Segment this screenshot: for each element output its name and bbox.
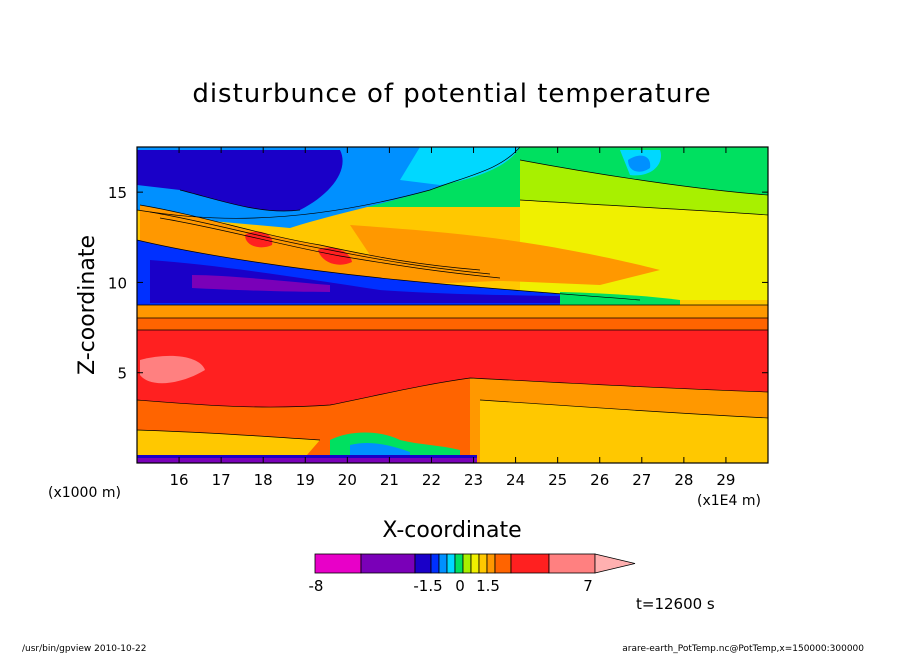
x-tick-label: 26 (590, 471, 609, 489)
colorbar-swatch (314, 553, 362, 574)
colorbar-label: -1.5 (413, 577, 442, 595)
x-tick-label: 20 (338, 471, 357, 489)
colorbar-swatch (430, 553, 440, 574)
chart-title: disturbunce of potential temperature (192, 79, 711, 109)
colorbar-swatch (454, 553, 464, 574)
region-upper-cyan (400, 147, 520, 185)
x-tick-label: 23 (464, 471, 483, 489)
colorbar-label: -8 (309, 577, 324, 595)
plot-area (137, 147, 768, 463)
colorbar-swatch (438, 553, 448, 574)
colorbar-swatch (548, 553, 596, 574)
footer-right: arare-earth_PotTemp.nc@PotTemp,x=150000:… (622, 644, 864, 654)
x-tick-label: 17 (212, 471, 231, 489)
x-tick-label: 21 (380, 471, 399, 489)
region-red-blob-2 (318, 247, 352, 265)
x-tick-label: 22 (422, 471, 441, 489)
region-red-blob-1 (245, 231, 273, 248)
colorbar-swatch (510, 553, 550, 574)
colorbar-label: 0 (455, 577, 465, 595)
colorbar-swatch (446, 553, 456, 574)
x-tick-label: 16 (170, 471, 189, 489)
y-tick-label: 15 (108, 184, 127, 202)
y-tick-label: 10 (108, 274, 127, 292)
x-tick-label: 24 (506, 471, 525, 489)
band-red-main (137, 330, 768, 408)
x-tick-label: 18 (254, 471, 273, 489)
colorbar-swatch (462, 553, 472, 574)
band-orange-dark (137, 318, 768, 330)
colorbar-arrow (594, 553, 636, 574)
plot-frame (136, 146, 769, 464)
x-ticks: 16 17 18 19 20 21 22 23 24 25 26 27 28 29 (170, 147, 735, 489)
region-tropo-purple (192, 275, 330, 292)
region-small-blue (628, 155, 651, 172)
x-axis-label: X-coordinate (382, 518, 521, 543)
x-tick-label: 25 (548, 471, 567, 489)
colorbar (314, 553, 636, 574)
region-upper-yellowgreen (520, 160, 768, 215)
y-tick-label: 5 (117, 365, 127, 383)
x-tick-label: 29 (716, 471, 735, 489)
colorbar-swatch (494, 553, 512, 574)
colorbar-swatch (478, 553, 488, 574)
band-surface-purple (137, 458, 477, 463)
region-orange-mid (350, 225, 660, 285)
region-tropo-darkblue (150, 260, 600, 303)
y-unit-label: (x1000 m) (48, 485, 121, 501)
band-surface-blue (137, 455, 477, 458)
x-tick-label: 19 (296, 471, 315, 489)
colorbar-labels: -8 -1.5 0 1.5 7 (309, 577, 593, 595)
x-unit-label: (x1E4 m) (697, 493, 761, 509)
region-yellow-lower-left (137, 430, 320, 463)
colorbar-swatch (414, 553, 432, 574)
colorbar-label: 7 (583, 577, 593, 595)
x-tick-label: 27 (632, 471, 651, 489)
colorbar-swatch (486, 553, 496, 574)
time-label: t=12600 s (636, 595, 715, 613)
colorbar-swatch (360, 553, 416, 574)
footer-left: /usr/bin/gpview 2010-10-22 (22, 644, 146, 654)
y-ticks: 5 10 15 (108, 184, 768, 383)
colorbar-swatch (470, 553, 480, 574)
contour-lines (137, 147, 768, 441)
region-pink (140, 355, 205, 384)
x-tick-label: 28 (674, 471, 693, 489)
region-yellow-lower-right (480, 400, 768, 463)
colorbar-label: 1.5 (476, 577, 500, 595)
y-axis-label: Z-coordinate (75, 235, 100, 375)
region-upper-darkblue (137, 150, 343, 211)
